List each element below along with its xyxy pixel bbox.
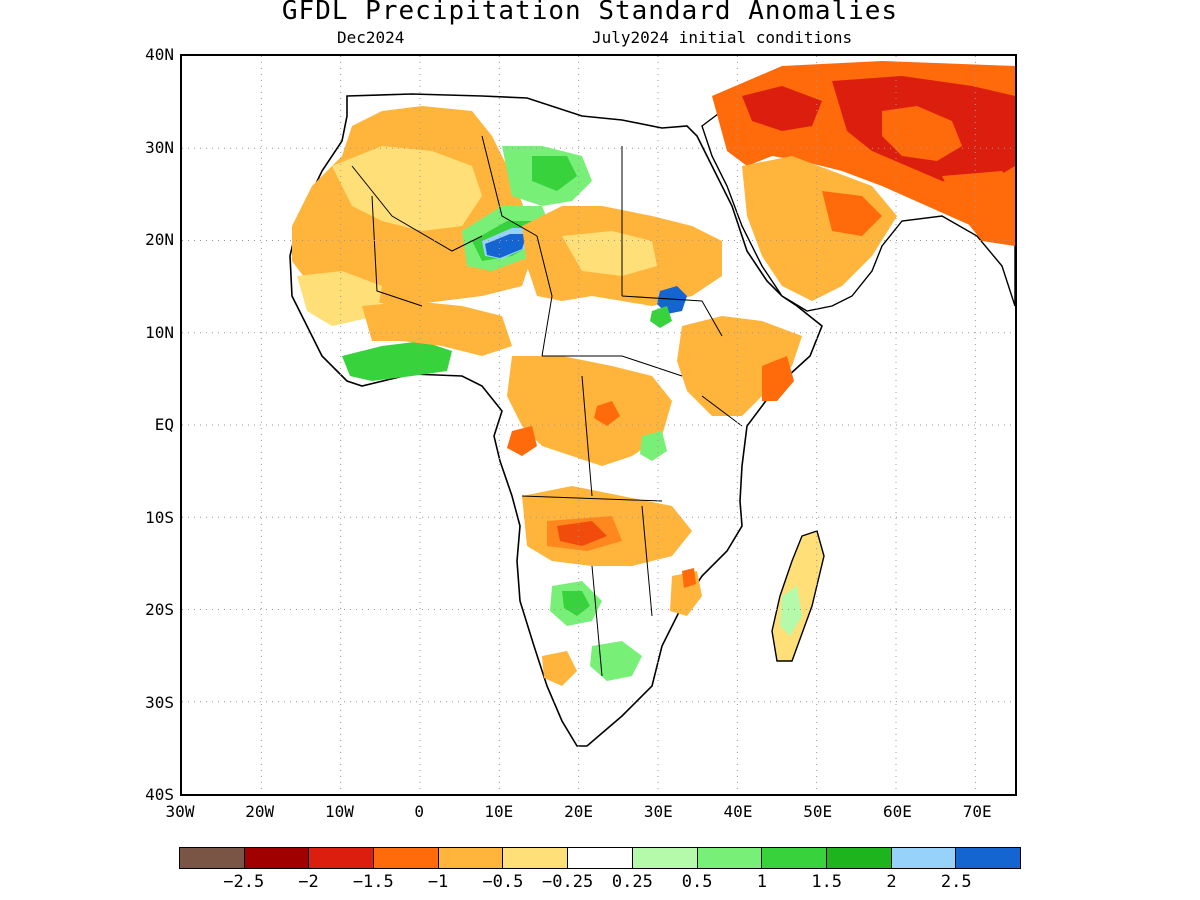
lat-label: EQ [154,415,174,434]
colorbar-tick-label: −1.5 [352,872,394,892]
lat-label: 30S [145,692,174,712]
lon-label: 70E [962,802,992,821]
country-boundaries [351,135,743,677]
lon-label: 30W [165,802,195,821]
anomaly-niger-blue [485,234,527,258]
colorbar-tick-label: −0.25 [542,872,594,892]
colorbar-swatch [762,848,827,868]
colorbar-swatch [438,848,504,868]
subtitle-initial-conditions: July2024 initial conditions [592,28,853,47]
lon-label: 50E [803,802,833,821]
lat-label: 20S [145,600,174,619]
lat-label: 30N [145,137,174,157]
subtitle-valid-month: Dec2024 [337,28,405,47]
colorbar-swatch [180,848,245,868]
map-panel [180,54,1017,796]
lat-label: 40S [145,785,174,804]
anomaly-angola-orange [547,516,622,551]
lon-label: 10E [484,802,514,821]
colorbar-tick-label: 1.5 [811,872,843,892]
anomaly-arabia-south-orange [822,191,882,236]
anomaly-chad-yellow [562,231,657,276]
anomaly-levant-red [742,86,822,131]
lon-label: 20E [564,802,594,821]
anomaly-mozambique-red [682,568,696,588]
anomaly-westafrica-inland [362,301,512,356]
anomaly-madagascar-green [780,586,802,636]
lat-label: 20N [145,230,174,249]
lon-label: 10W [324,802,354,821]
colorbar-tick-label: 0.5 [681,872,713,892]
lon-label: 20W [245,802,275,821]
colorbar-tick-label: 1 [756,872,768,892]
anomaly-central-sahara-darkgreen [532,156,577,191]
lon-label: 0 [414,802,424,821]
anomaly-westafrica-coast-green [342,341,452,381]
colorbar-tick-label: 2 [886,872,897,892]
colorbar-swatch [697,848,763,868]
anomaly-arabia-light [742,156,897,301]
anomaly-southafrica-orange [542,651,577,686]
lon-label: 40E [723,802,753,821]
anomaly-west-sahel-yellow [297,271,382,326]
anomaly-congo-orange-spot [594,401,620,426]
lon-label: 60E [882,802,912,821]
anomaly-namibia-darkgreen [562,591,590,616]
colorbar-tick-label: −1 [427,872,449,892]
anomaly-southafrica-green [590,641,642,681]
colorbar-tick-label: −2 [298,872,319,892]
colorbar-tick-label: 2.5 [940,872,972,892]
anomaly-ethiopia-horn [677,316,802,416]
grid-lines [182,56,1015,794]
colorbar [179,847,1021,869]
colorbar-swatch [309,848,375,868]
colorbar-swatch [632,848,698,868]
colorbar-tick-label: −2.5 [223,872,265,892]
colorbar-swatch [956,848,1020,868]
anomaly-sudan-green [650,306,672,328]
colorbar-swatch [891,848,957,868]
anomaly-gulf-guinea-orange [507,426,537,456]
anomaly-layer [289,61,1015,747]
colorbar-swatch [503,848,569,868]
anomaly-central-africa [507,356,672,466]
colorbar-swatch [374,848,439,868]
anomaly-iran-orange-center [882,106,962,161]
colorbar-swatch [568,848,633,868]
lon-label: 30E [643,802,673,821]
anomaly-horn-orange [762,356,794,401]
anomaly-sahara-yellow [332,146,482,231]
colorbar-tick-label: −0.5 [482,872,524,892]
anomaly-east-gulf-orange [942,171,1015,246]
anomaly-lake-region-green [640,431,667,461]
chart-title: GFDL Precipitation Standard Anomalies [281,0,899,26]
colorbar-tick-label: 0.25 [611,872,653,892]
lat-label: 40N [145,45,174,64]
colorbar-swatch [826,848,892,868]
map-canvas [182,56,1015,794]
lat-label: 10S [145,507,174,527]
lat-label: 10N [145,322,174,342]
colorbar-swatch [244,848,310,868]
